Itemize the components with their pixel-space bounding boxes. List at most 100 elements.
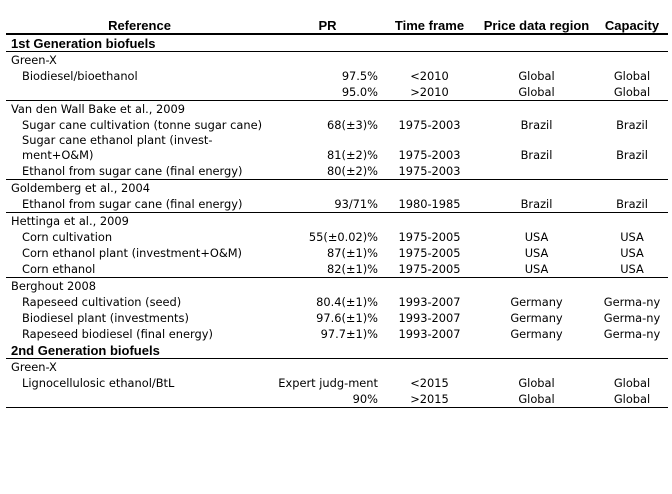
header-reference: Reference [108, 18, 171, 33]
header-time-frame: Time frame [394, 18, 465, 33]
capacity: Germa-ny [603, 295, 661, 309]
capacity: USA [620, 230, 644, 244]
capacity: Brazil [616, 118, 648, 132]
price-region: USA [524, 230, 549, 244]
price-region [477, 163, 596, 180]
item-label: Corn ethanol [22, 262, 96, 276]
progress-ratio: 97.5% [341, 69, 378, 83]
capacity: Global [596, 391, 668, 408]
source-name: Green-X [11, 360, 57, 374]
time-frame: 1980-1985 [398, 197, 461, 211]
time-frame: <2010 [410, 69, 449, 83]
table-row: Rapeseed cultivation (seed) 80.4(±1)% 1993… [6, 294, 668, 310]
item-label: Biodiesel/bioethanol [22, 69, 138, 83]
time-frame: >2015 [382, 391, 477, 408]
progress-ratio: 81(±2)% [327, 148, 378, 162]
source-row: Green-X [6, 52, 668, 69]
table-row: Biodiesel plant (investments) 97.6(±1)% 19… [6, 310, 668, 326]
item-label: Sugar cane cultivation (tonne sugar cane… [22, 118, 263, 132]
table-row: Rapeseed biodiesel (final energy) 97.7±1)… [6, 326, 668, 342]
time-frame: <2015 [410, 376, 449, 390]
header-price-region: Price data region [483, 18, 590, 33]
item-label: Biodiesel plant (investments) [22, 311, 189, 325]
progress-ratio: 68(±3)% [327, 118, 378, 132]
item-label: Rapeseed biodiesel (final energy) [22, 327, 213, 341]
table-row: Corn ethanol 82(±1)% 1975-2005 USA USA [6, 261, 668, 278]
capacity [596, 163, 668, 180]
progress-ratio: 90% [273, 391, 382, 408]
header-pr: PR [318, 18, 337, 33]
progress-ratio: 93/71% [334, 197, 378, 211]
table-row: 95.0% >2010 Global Global [6, 84, 668, 101]
progress-ratio: Expert judg-ment [278, 376, 378, 390]
capacity: USA [620, 246, 644, 260]
capacity: Global [613, 376, 651, 390]
time-frame: 1975-2003 [398, 118, 461, 132]
price-region: Brazil [520, 118, 553, 132]
item-label: Lignocellulosic ethanol/BtL [22, 376, 175, 390]
capacity: Germa-ny [603, 311, 661, 325]
source-name: Green-X [11, 53, 57, 67]
price-region: Global [518, 85, 555, 99]
item-label [6, 84, 273, 101]
progress-ratio: 80.4(±1)% [316, 295, 378, 309]
source-name: Berghout 2008 [6, 277, 668, 294]
progress-ratio: 95.0% [341, 85, 378, 99]
price-region: Global [477, 391, 596, 408]
time-frame: 1993-2007 [398, 311, 461, 325]
table-row: Sugar cane cultivation (tonne sugar cane… [6, 117, 668, 133]
time-frame: >2010 [410, 85, 449, 99]
table-row: Corn cultivation 55(±0.02)% 1975-2005 USA US… [6, 229, 668, 245]
item-label: Ethanol from sugar cane (final energy) [22, 197, 243, 211]
capacity: USA [620, 262, 644, 276]
table-row: Biodiesel/bioethanol 97.5% <2010 Global Glob… [6, 68, 668, 84]
price-region: Germany [510, 311, 563, 325]
source-row: Green-X [6, 359, 668, 376]
table-row: Ethanol from sugar cane (final energy) 80… [6, 163, 668, 180]
source-name: Van den Wall Bake et al., 2009 [6, 100, 668, 117]
section-title: 2nd Generation biofuels [6, 342, 668, 359]
source-name: Goldemberg et al., 2004 [6, 179, 668, 196]
time-frame: 1975-2003 [398, 164, 461, 178]
price-region: Global [518, 376, 555, 390]
price-region: Germany [510, 295, 563, 309]
source-row: Berghout 2008 [6, 277, 668, 294]
item-label: Ethanol from sugar cane (final energy) [22, 164, 243, 178]
source-row: Van den Wall Bake et al., 2009 [6, 100, 668, 117]
item-label: Corn ethanol plant (investment+O&M) [22, 246, 243, 260]
capacity: Brazil [616, 197, 648, 211]
learning-rates-table: Reference PR Time frame Price data regio… [6, 1, 668, 408]
item-label [6, 391, 273, 408]
source-row: Goldemberg et al., 2004 [6, 179, 668, 196]
price-region: Global [518, 69, 555, 83]
table-row: Ethanol from sugar cane (final energy) 93… [6, 196, 668, 213]
source-row: Hettinga et al., 2009 [6, 212, 668, 229]
progress-ratio: 55(±0.02)% [308, 230, 378, 244]
table-row: Corn ethanol plant (investment+O&M) 87(±1… [6, 245, 668, 261]
progress-ratio: 87(±1)% [327, 246, 378, 260]
capacity: Germa-ny [603, 327, 661, 341]
header-row: Reference PR Time frame Price data regio… [6, 1, 668, 34]
time-frame: 1993-2007 [398, 327, 461, 341]
capacity: Global [613, 69, 651, 83]
progress-ratio: 80(±2)% [327, 164, 378, 178]
time-frame: 1993-2007 [398, 295, 461, 309]
time-frame: 1975-2003 [398, 148, 461, 162]
progress-ratio: 82(±1)% [327, 262, 378, 276]
item-label: Corn cultivation [22, 230, 113, 244]
capacity: Brazil [616, 148, 648, 162]
section-row: 2nd Generation biofuels [6, 342, 668, 359]
source-name: Hettinga et al., 2009 [6, 212, 668, 229]
item-label: Sugar cane ethanol plant (invest-ment+O&… [22, 133, 213, 162]
price-region: USA [524, 262, 549, 276]
table-row: 90% >2015 Global Global [6, 391, 668, 408]
item-label: Rapeseed cultivation (seed) [22, 295, 182, 309]
time-frame: 1975-2005 [398, 262, 461, 276]
time-frame: 1975-2005 [398, 230, 461, 244]
table-row: Lignocellulosic ethanol/BtL Expert judg-m… [6, 375, 668, 391]
price-region: Brazil [520, 148, 553, 162]
price-region: Brazil [520, 197, 553, 211]
time-frame: 1975-2005 [398, 246, 461, 260]
progress-ratio: 97.7±1)% [320, 327, 378, 341]
progress-ratio: 97.6(±1)% [316, 311, 378, 325]
